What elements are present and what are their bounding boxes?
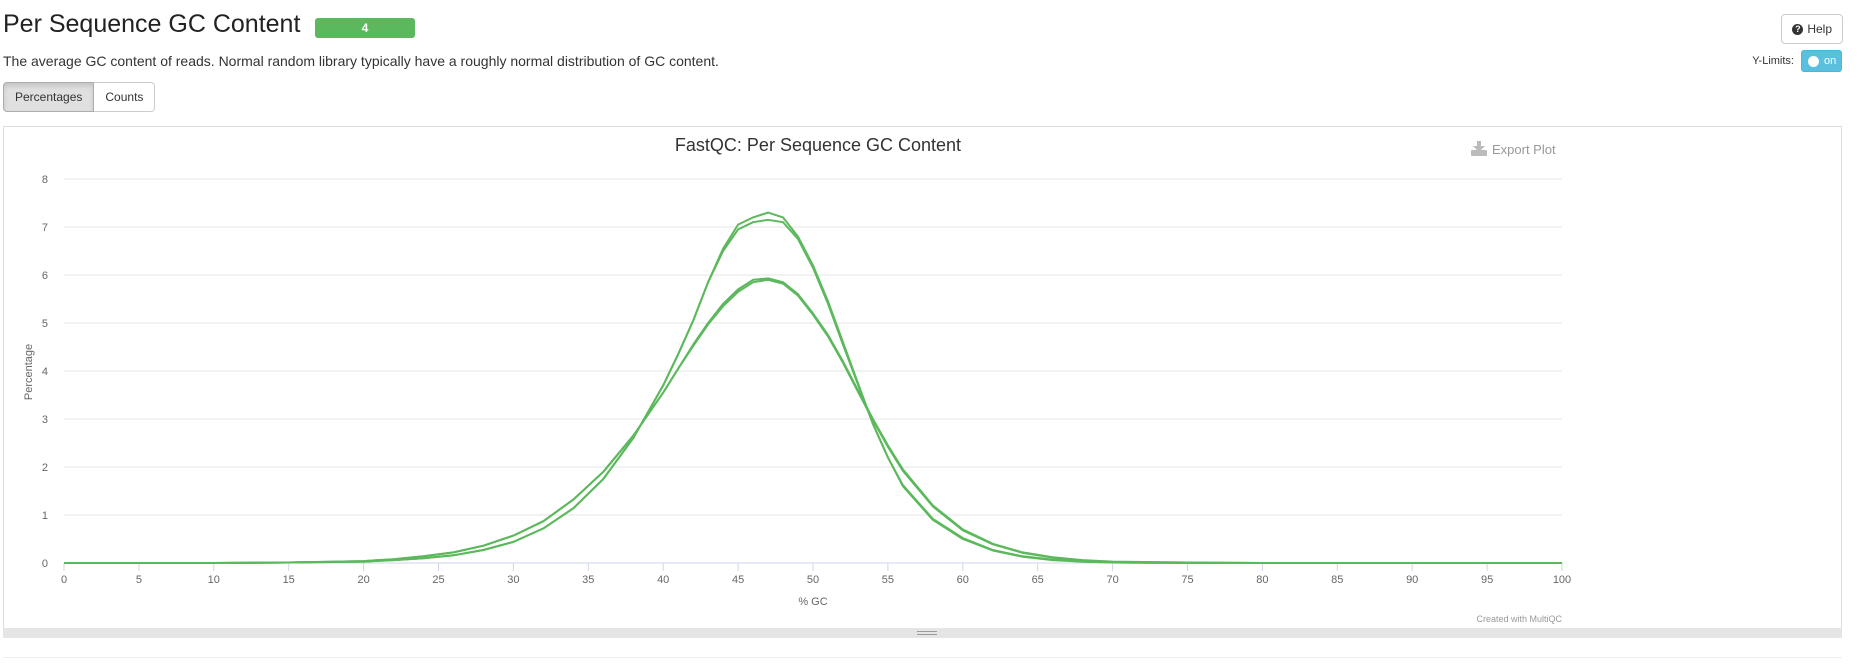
toggle-knob	[1808, 56, 1819, 67]
tab-percentages[interactable]: Percentages	[3, 82, 95, 112]
download-icon	[1471, 141, 1487, 156]
series-line-4[interactable]	[64, 278, 1562, 564]
x-tick-label: 70	[1106, 574, 1118, 586]
y-tick-label: 8	[42, 174, 48, 186]
page-title: Per Sequence GC Content	[3, 10, 301, 38]
y-tick-label: 7	[42, 222, 48, 234]
plot-resize-handle[interactable]	[3, 628, 1842, 638]
x-tick-label: 15	[283, 574, 295, 586]
series-line-1[interactable]	[64, 211, 1562, 564]
y-axis-ticks: 0 1 2 3 4 5 6 7 8	[42, 174, 48, 570]
x-tick-label: 95	[1481, 574, 1493, 586]
x-tick-label: 90	[1406, 574, 1418, 586]
grid-lines	[64, 178, 1562, 564]
ylimits-label: Y-Limits:	[1752, 55, 1794, 67]
question-circle-icon: ?	[1792, 23, 1804, 35]
y-tick-label: 6	[42, 270, 48, 282]
export-plot-button[interactable]: Export Plot	[1471, 141, 1556, 157]
section-description: The average GC content of reads. Normal …	[3, 53, 719, 69]
help-button[interactable]: ? Help	[1781, 14, 1843, 44]
chart-credit: Created with MultiQC	[1476, 614, 1562, 624]
chart-title: FastQC: Per Sequence GC Content	[675, 135, 961, 155]
plot-mode-switch: Percentages Counts	[3, 82, 156, 112]
help-button-label: Help	[1807, 22, 1832, 36]
series-line-2[interactable]	[64, 218, 1562, 564]
x-axis-ticks: 0 5 10 15 20 25 30 35 40 45 50 55 60 65 70 75 80 85 90 95 10…	[61, 563, 1571, 586]
x-axis-label: % GC	[798, 596, 827, 608]
x-tick-label: 75	[1181, 574, 1193, 586]
x-tick-label: 100	[1553, 574, 1571, 586]
y-tick-label: 1	[42, 510, 48, 522]
x-tick-label: 50	[807, 574, 819, 586]
section-divider	[3, 657, 1842, 658]
x-tick-label: 5	[136, 574, 142, 586]
y-tick-label: 3	[42, 414, 48, 426]
status-badge[interactable]: 4	[315, 18, 415, 38]
plot-container	[3, 126, 1842, 636]
resize-grip-icon	[917, 631, 937, 635]
x-tick-label: 0	[61, 574, 67, 586]
x-tick-label: 25	[432, 574, 444, 586]
y-tick-label: 0	[42, 558, 48, 570]
export-plot-label: Export Plot	[1492, 142, 1556, 157]
toggle-label: on	[1824, 55, 1837, 67]
y-axis-label: Percentage	[23, 344, 35, 400]
x-tick-label: 10	[208, 574, 220, 586]
x-tick-label: 20	[357, 574, 369, 586]
y-tick-label: 5	[42, 318, 48, 330]
x-tick-label: 30	[507, 574, 519, 586]
gc-content-chart: FastQC: Per Sequence GC Content Export P…	[23, 135, 1571, 624]
ylimits-toggle[interactable]: on	[1801, 50, 1842, 72]
x-tick-label: 85	[1331, 574, 1343, 586]
x-tick-label: 60	[957, 574, 969, 586]
x-tick-label: 45	[732, 574, 744, 586]
y-tick-label: 4	[42, 366, 48, 378]
x-tick-label: 65	[1032, 574, 1044, 586]
y-tick-label: 2	[42, 462, 48, 474]
series-line-3[interactable]	[64, 277, 1562, 564]
x-tick-label: 55	[882, 574, 894, 586]
tab-counts[interactable]: Counts	[94, 82, 156, 112]
x-tick-label: 80	[1256, 574, 1268, 586]
series-lines	[64, 211, 1562, 564]
x-tick-label: 40	[657, 574, 669, 586]
x-tick-label: 35	[582, 574, 594, 586]
